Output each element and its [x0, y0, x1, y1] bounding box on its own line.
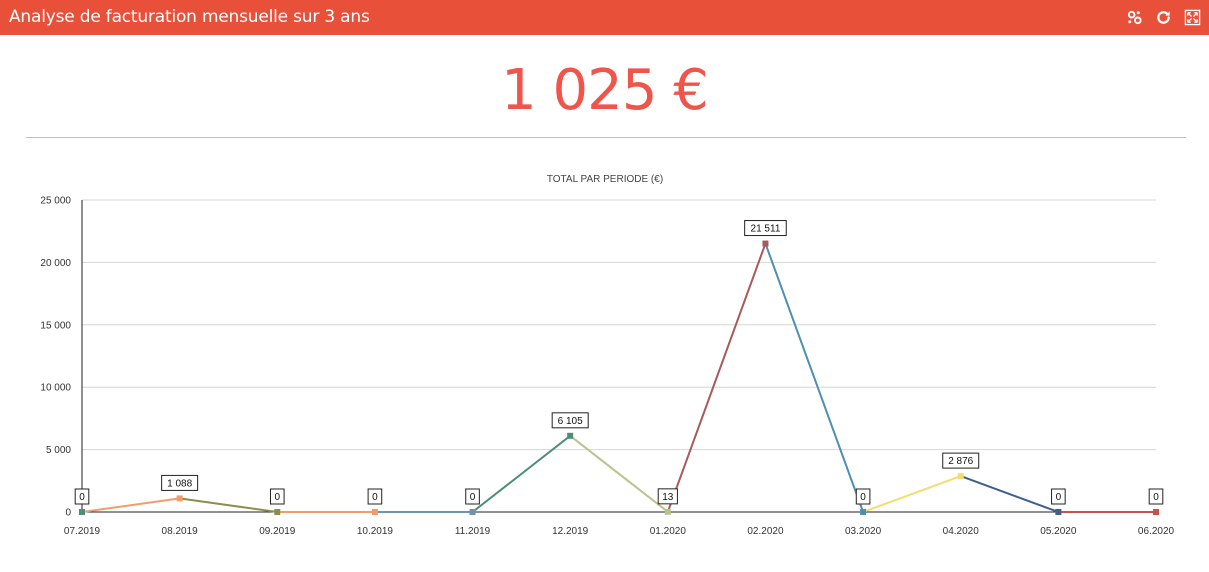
- data-label-box: [744, 220, 787, 237]
- data-label-box: [1051, 488, 1066, 505]
- widget-header: Analyse de facturation mensuelle sur 3 a…: [0, 0, 1209, 35]
- x-tick-label: 09.2019: [259, 526, 296, 537]
- data-label-box: [942, 452, 980, 469]
- data-label: 0: [274, 492, 280, 503]
- kpi-value: 1 025 €: [501, 58, 709, 123]
- data-label: 0: [372, 492, 378, 503]
- y-tick-label: 25 000: [40, 196, 71, 207]
- divider: [26, 137, 1186, 138]
- settings-icon[interactable]: [1125, 8, 1143, 26]
- series-segment: [666, 243, 767, 513]
- series-segment: [862, 475, 962, 513]
- x-tick-label: 02.2020: [747, 526, 784, 537]
- data-point[interactable]: [274, 509, 281, 515]
- x-tick-label: 06.2020: [1138, 526, 1175, 537]
- x-tick-label: 03.2020: [845, 526, 882, 537]
- data-point[interactable]: [567, 432, 574, 439]
- data-label: 2 876: [948, 456, 973, 467]
- widget-title: Analyse de facturation mensuelle sur 3 a…: [9, 7, 370, 27]
- x-tick-label: 04.2020: [943, 526, 980, 537]
- data-point[interactable]: [664, 508, 671, 515]
- y-tick-label: 0: [65, 508, 71, 519]
- data-label-box: [367, 488, 383, 505]
- x-tick-label: 08.2019: [162, 526, 199, 537]
- data-label-box: [161, 474, 199, 491]
- series-segment: [179, 497, 278, 513]
- data-label: 0: [860, 492, 866, 503]
- data-label: 0: [470, 492, 476, 503]
- data-point[interactable]: [957, 473, 964, 480]
- series-segment: [81, 497, 180, 513]
- data-label: 1 088: [167, 478, 192, 489]
- y-tick-label: 5 000: [46, 445, 71, 456]
- data-point[interactable]: [371, 509, 378, 515]
- data-label: 6 105: [558, 416, 583, 427]
- series-segment: [764, 243, 865, 513]
- series-segment: [471, 435, 571, 513]
- x-tick-label: 12.2019: [552, 526, 589, 537]
- data-point[interactable]: [1055, 509, 1062, 515]
- fullscreen-icon[interactable]: [1183, 8, 1201, 26]
- widget-toolbar: [1125, 8, 1201, 26]
- data-point[interactable]: [79, 509, 85, 515]
- x-tick-label: 01.2020: [650, 526, 687, 537]
- data-label-box: [657, 488, 678, 505]
- data-label-box: [74, 488, 90, 505]
- x-tick-label: 07.2019: [64, 526, 101, 537]
- series-segment: [569, 435, 669, 513]
- data-label-box: [465, 488, 480, 505]
- data-label-box: [1148, 488, 1164, 505]
- data-point[interactable]: [176, 495, 183, 502]
- refresh-icon[interactable]: [1154, 8, 1172, 26]
- data-label: 0: [79, 492, 85, 503]
- data-label: 21 511: [751, 224, 781, 235]
- y-tick-label: 15 000: [40, 320, 71, 331]
- data-point[interactable]: [860, 509, 867, 515]
- data-label: 0: [1056, 492, 1062, 503]
- x-tick-label: 11.2019: [455, 526, 491, 537]
- data-label-box: [269, 488, 285, 505]
- data-label: 0: [1153, 492, 1159, 503]
- y-tick-label: 10 000: [40, 383, 71, 394]
- data-point[interactable]: [1153, 509, 1159, 515]
- data-label: 13: [662, 492, 674, 503]
- data-point[interactable]: [762, 240, 769, 247]
- x-tick-label: 10.2019: [357, 526, 394, 537]
- chart-title: TOTAL PAR PERIODE (€): [547, 174, 663, 185]
- data-label-box: [855, 488, 871, 505]
- data-point[interactable]: [469, 509, 476, 515]
- series-segment: [960, 475, 1059, 513]
- data-label-box: [551, 412, 589, 429]
- y-tick-label: 20 000: [40, 258, 71, 269]
- x-tick-label: 05.2020: [1040, 526, 1077, 537]
